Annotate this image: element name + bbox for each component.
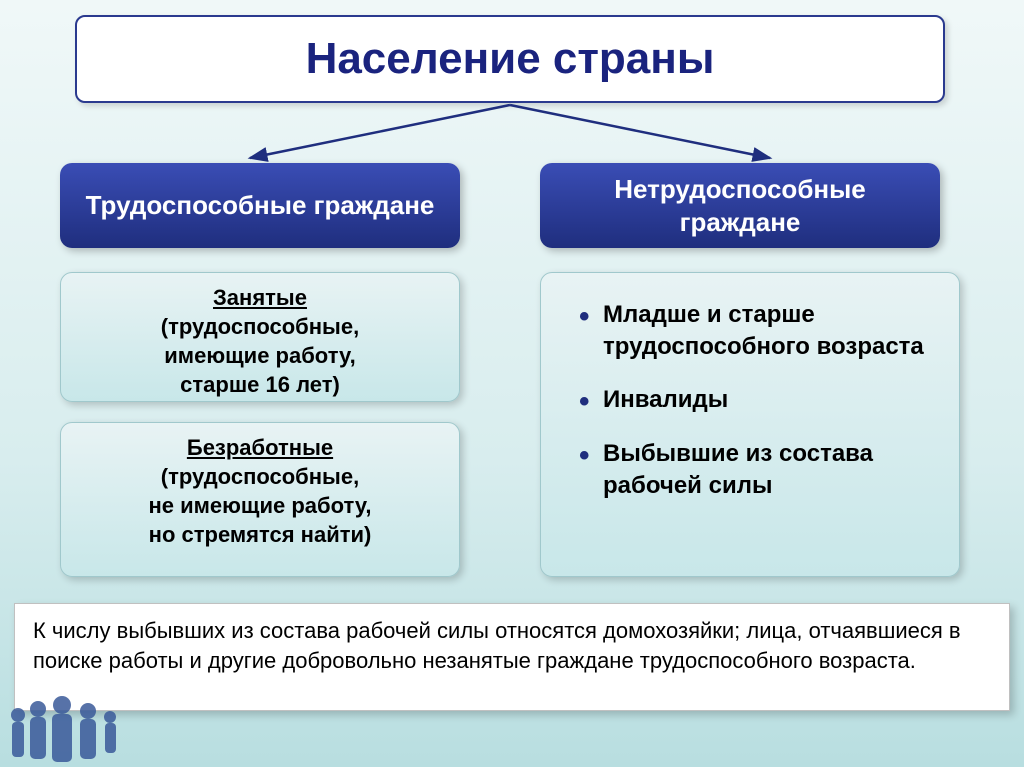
branch-arrows [180, 103, 840, 163]
employed-line-1: (трудоспособные, [79, 312, 441, 341]
footer-note: К числу выбывших из состава рабочей силы… [14, 603, 1010, 711]
unemployed-box: Безработные (трудоспособные, не имеющие … [60, 422, 460, 577]
branch-disabled-header: Нетрудоспособные граждане [540, 163, 940, 248]
employed-box: Занятые (трудоспособные, имеющие работу,… [60, 272, 460, 402]
employed-line-3: старше 16 лет) [79, 370, 441, 399]
page-title: Население страны [306, 34, 715, 84]
employed-line-2: имеющие работу, [79, 341, 441, 370]
unemployed-line-2: не имеющие работу, [79, 491, 441, 520]
disabled-item-1: Младше и старше трудоспособного возраста [575, 299, 939, 362]
unemployed-line-3: но стремятся найти) [79, 520, 441, 549]
title-box: Население страны [75, 15, 945, 103]
branch-able-header: Трудоспособные граждане [60, 163, 460, 248]
branch-able-label: Трудоспособные граждане [86, 189, 435, 222]
disabled-item-3: Выбывшие из состава рабочей силы [575, 438, 939, 501]
unemployed-line-1: (трудоспособные, [79, 462, 441, 491]
people-silhouette-icon [0, 677, 140, 767]
disabled-box: Младше и старше трудоспособного возраста… [540, 272, 960, 577]
disabled-item-2: Инвалиды [575, 384, 939, 416]
branch-disabled-label: Нетрудоспособные граждане [554, 173, 926, 238]
unemployed-heading: Безработные [79, 433, 441, 462]
employed-heading: Занятые [79, 283, 441, 312]
disabled-list: Младше и старше трудоспособного возраста… [575, 299, 939, 501]
